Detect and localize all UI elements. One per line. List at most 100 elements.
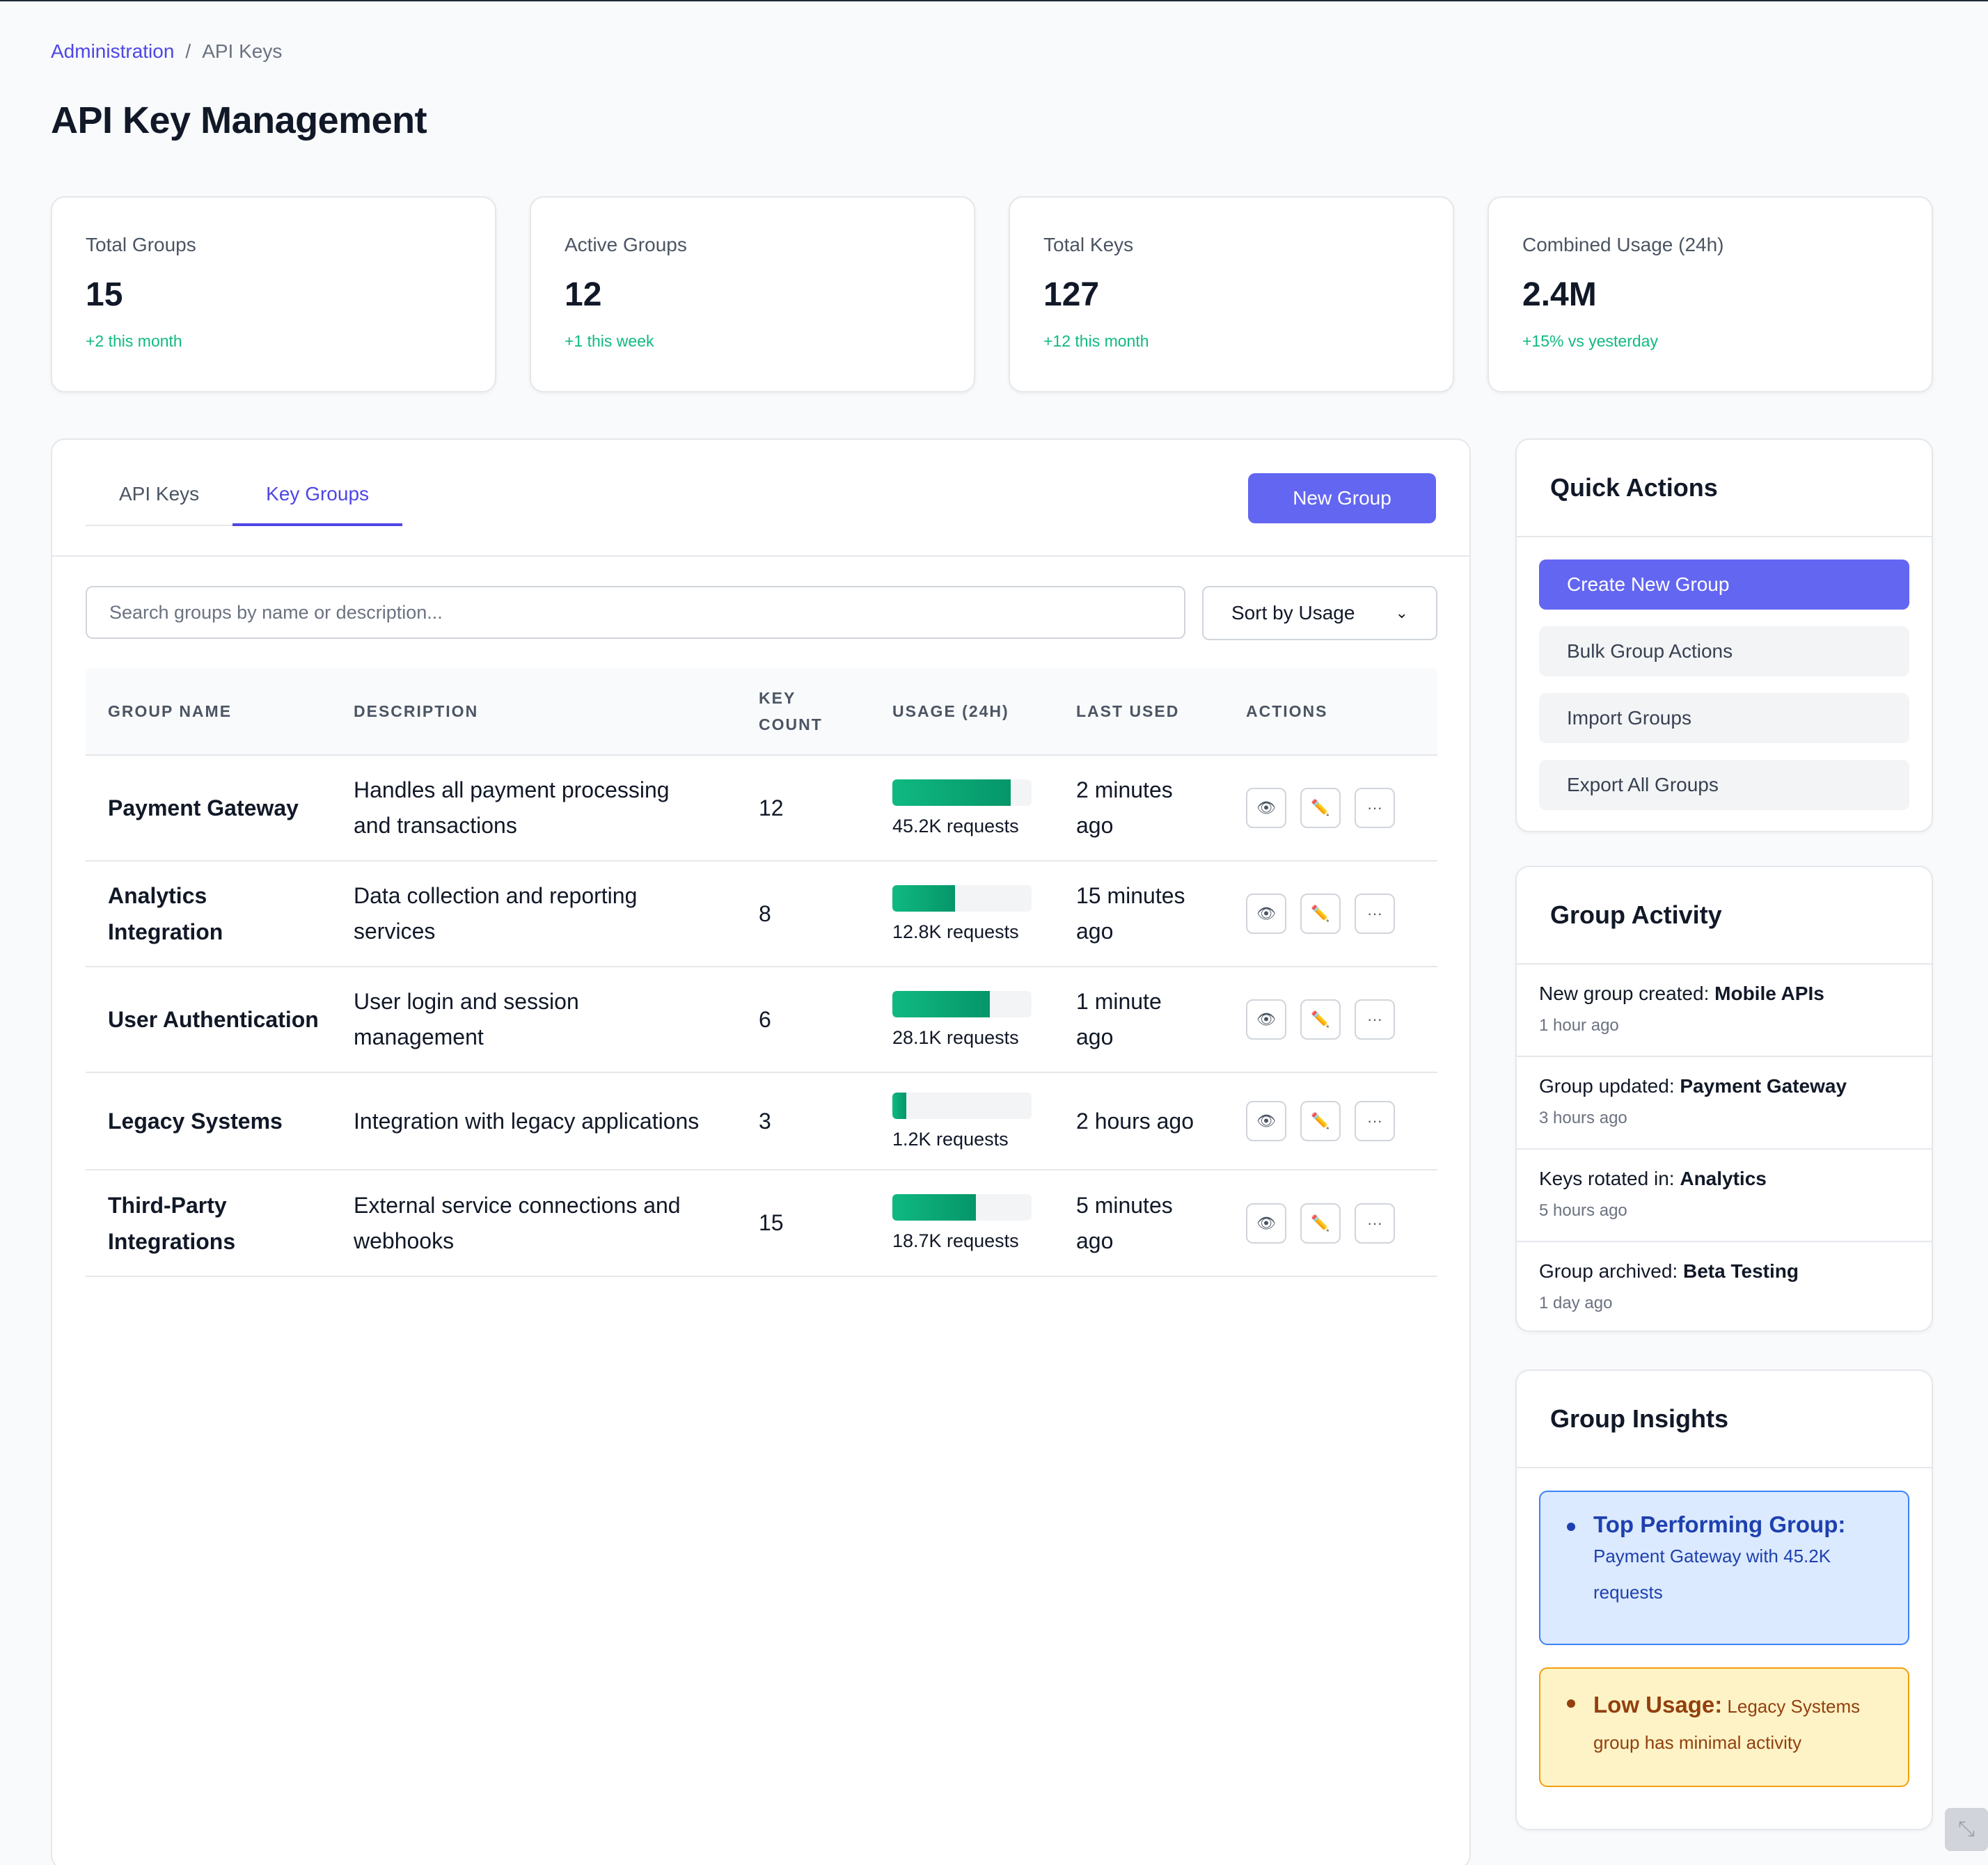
header-last-used[interactable]: Last Used: [1076, 702, 1180, 720]
view-button[interactable]: 👁: [1246, 894, 1286, 934]
edit-button[interactable]: ✏️: [1300, 1101, 1341, 1141]
insight-body: Payment Gateway with 45.2K requests: [1593, 1538, 1886, 1610]
import-groups-button[interactable]: Import Groups: [1539, 693, 1909, 743]
sort-select[interactable]: Sort by Usage ⌄: [1202, 586, 1437, 640]
insight-heading: Top Performing Group:: [1593, 1511, 1846, 1537]
insight-heading: Low Usage:: [1593, 1692, 1723, 1717]
table-row[interactable]: Analytics Integration Data collection an…: [86, 862, 1437, 967]
bullet-icon: [1567, 1699, 1575, 1708]
group-name[interactable]: User Authentication: [86, 1001, 354, 1038]
edit-button[interactable]: ✏️: [1300, 999, 1341, 1040]
pencil-icon: ✏️: [1311, 905, 1330, 922]
stat-change: +12 this month: [1043, 332, 1149, 350]
group-description: User login and session management: [354, 984, 759, 1055]
tab-key-groups[interactable]: Key Groups: [232, 470, 403, 526]
description-line: User login and session: [354, 989, 579, 1014]
group-name[interactable]: Payment Gateway: [86, 790, 354, 826]
new-group-button[interactable]: New Group: [1248, 473, 1436, 523]
pencil-icon: ✏️: [1311, 1112, 1330, 1129]
table-row[interactable]: Legacy Systems Integration with legacy a…: [86, 1073, 1437, 1170]
edit-button[interactable]: ✏️: [1300, 1203, 1341, 1244]
breadcrumb-administration[interactable]: Administration: [51, 40, 175, 62]
row-actions: 👁 ✏️ ···: [1246, 894, 1437, 934]
edit-button[interactable]: ✏️: [1300, 788, 1341, 828]
table-row[interactable]: User Authentication User login and sessi…: [86, 967, 1437, 1073]
group-name-line: Payment Gateway: [108, 795, 299, 820]
activity-prefix: New group created:: [1539, 983, 1715, 1004]
edit-button[interactable]: ✏️: [1300, 894, 1341, 934]
header-key-count[interactable]: Key Count: [759, 685, 892, 738]
header-description[interactable]: Description: [354, 702, 479, 720]
tabs: API Keys Key Groups: [86, 470, 403, 526]
insight-low-usage: Low Usage: Legacy Systems group has mini…: [1539, 1667, 1909, 1787]
header-group-name[interactable]: Group Name: [108, 702, 232, 720]
stat-label: Total Groups: [86, 234, 196, 255]
last-used: 1 minute ago: [1076, 984, 1246, 1055]
activity-item: Group archived: Beta Testing 1 day ago: [1517, 1242, 1932, 1335]
more-button[interactable]: ···: [1355, 1203, 1395, 1244]
eye-icon: 👁: [1256, 1214, 1276, 1232]
collapse-icon[interactable]: ⤡: [1945, 1808, 1988, 1851]
tabs-header: API Keys Key Groups New Group: [52, 440, 1469, 557]
key-count: 15: [759, 1210, 784, 1235]
activity-time: 1 day ago: [1539, 1294, 1613, 1312]
last-used-line: ago: [1076, 813, 1114, 838]
usage-bar-fill: [892, 779, 1011, 806]
stat-card-combined-usage: Combined Usage (24h) 2.4M +15% vs yester…: [1488, 196, 1933, 392]
group-description: External service connections and webhook…: [354, 1188, 759, 1259]
stat-label: Active Groups: [565, 234, 687, 255]
insight-body-line: requests: [1593, 1582, 1663, 1603]
usage-cell: 45.2K requests: [892, 779, 1076, 837]
more-button[interactable]: ···: [1355, 788, 1395, 828]
stat-value: 127: [1043, 276, 1100, 313]
activity-item: Keys rotated in: Analytics 5 hours ago: [1517, 1150, 1932, 1242]
last-used-line: 5 minutes: [1076, 1192, 1173, 1218]
more-button[interactable]: ···: [1355, 1101, 1395, 1141]
activity-text: Group archived: Beta Testing: [1539, 1260, 1909, 1283]
table-row[interactable]: Payment Gateway Handles all payment proc…: [86, 756, 1437, 862]
table-row[interactable]: Third-Party Integrations External servic…: [86, 1170, 1437, 1277]
breadcrumb-current: API Keys: [202, 40, 283, 62]
stats-row: Total Groups 15 +2 this month Active Gro…: [51, 196, 1933, 392]
create-new-group-button[interactable]: Create New Group: [1539, 560, 1909, 610]
insight-body-inline: Legacy Systems: [1722, 1696, 1861, 1717]
activity-prefix: Group archived:: [1539, 1260, 1683, 1282]
description-line: External service connections and: [354, 1192, 681, 1218]
group-name-line: User Authentication: [108, 1007, 319, 1032]
group-name[interactable]: Legacy Systems: [86, 1103, 354, 1139]
group-name[interactable]: Analytics Integration: [86, 878, 354, 950]
usage-cell: 12.8K requests: [892, 884, 1076, 943]
header-key-count-line1: Key: [759, 689, 796, 707]
search-input[interactable]: [86, 586, 1185, 639]
view-button[interactable]: 👁: [1246, 1101, 1286, 1141]
group-name[interactable]: Third-Party Integrations: [86, 1187, 354, 1260]
description-line: Integration with legacy applications: [354, 1108, 700, 1134]
row-actions: 👁 ✏️ ···: [1246, 999, 1437, 1040]
stat-card-total-keys: Total Keys 127 +12 this month: [1009, 196, 1454, 392]
more-button[interactable]: ···: [1355, 894, 1395, 934]
last-used: 2 minutes ago: [1076, 772, 1246, 843]
page: Administration / API Keys API Key Manage…: [51, 39, 1933, 1865]
view-button[interactable]: 👁: [1246, 999, 1286, 1040]
header-usage[interactable]: Usage (24h): [892, 702, 1009, 720]
group-activity-card: Group Activity New group created: Mobile…: [1515, 866, 1933, 1332]
key-count: 6: [759, 1006, 771, 1032]
last-used-line: 1 minute: [1076, 989, 1162, 1014]
filter-row: Sort by Usage ⌄: [86, 586, 1437, 640]
more-button[interactable]: ···: [1355, 999, 1395, 1040]
bulk-group-actions-button[interactable]: Bulk Group Actions: [1539, 626, 1909, 676]
tab-api-keys[interactable]: API Keys: [119, 483, 200, 505]
insight-body-line: Payment Gateway with 45.2K: [1593, 1546, 1831, 1566]
last-used-line: ago: [1076, 1228, 1114, 1253]
header-key-count-line2: Count: [759, 715, 823, 733]
view-button[interactable]: 👁: [1246, 1203, 1286, 1244]
view-button[interactable]: 👁: [1246, 788, 1286, 828]
row-actions: 👁 ✏️ ···: [1246, 1203, 1437, 1244]
usage-bar-fill: [892, 1194, 976, 1221]
usage-cell: 28.1K requests: [892, 990, 1076, 1049]
last-used: 5 minutes ago: [1076, 1188, 1246, 1259]
stat-value: 15: [86, 276, 123, 313]
group-description: Integration with legacy applications: [354, 1104, 759, 1139]
pencil-icon: ✏️: [1311, 1010, 1330, 1028]
export-all-groups-button[interactable]: Export All Groups: [1539, 760, 1909, 810]
